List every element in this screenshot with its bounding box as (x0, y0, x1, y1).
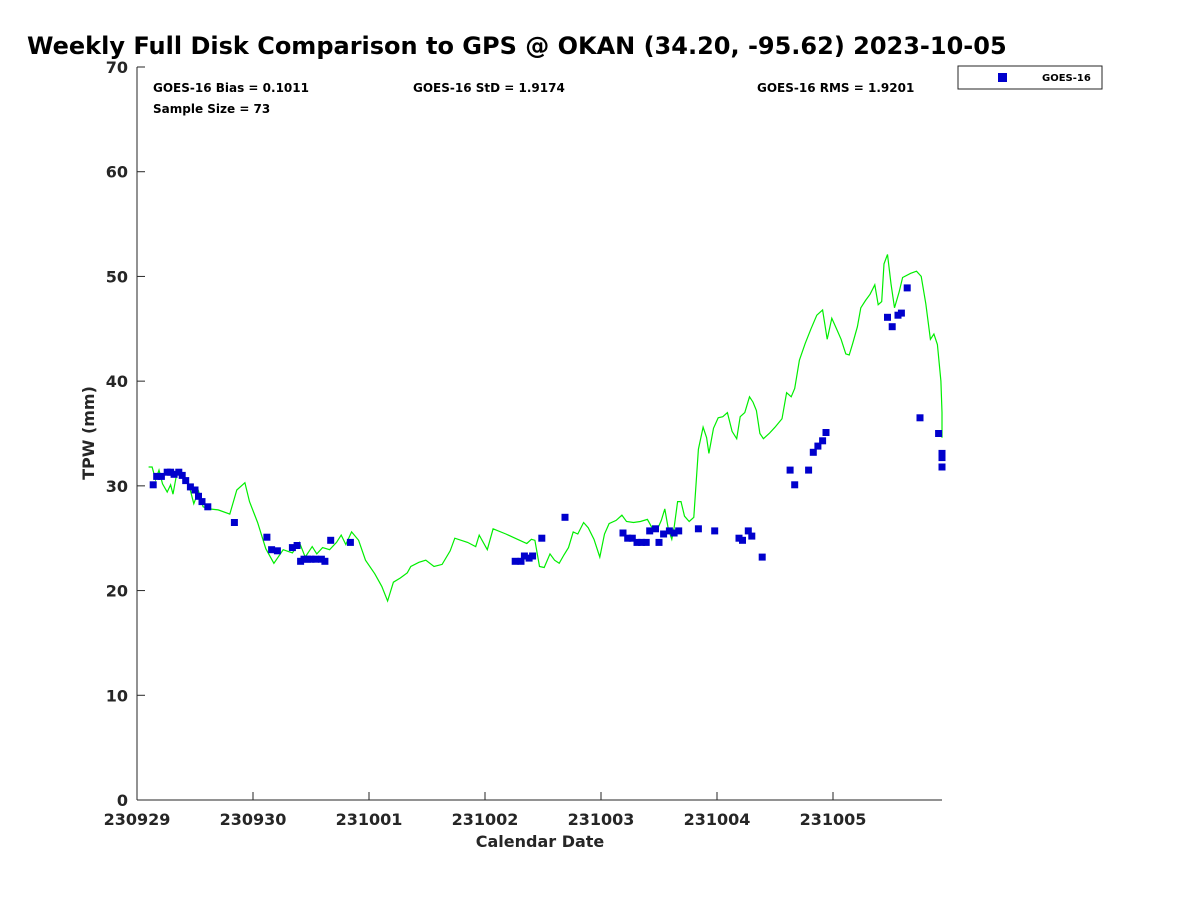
x-tick-label: 230929 (104, 810, 171, 829)
data-point-goes16 (916, 414, 924, 422)
data-point-goes16 (739, 536, 746, 544)
data-point-goes16 (204, 503, 212, 511)
data-point-goes16 (178, 471, 186, 479)
data-point-goes16 (628, 534, 636, 542)
data-point-goes16 (170, 470, 178, 478)
data-point-goes16 (938, 454, 946, 462)
legend: GOES-16 (957, 65, 1103, 90)
data-point-goes16 (288, 544, 296, 552)
data-point-goes16 (638, 538, 646, 546)
plot-lines (148, 254, 943, 603)
data-point-goes16 (935, 430, 943, 437)
data-point-goes16 (819, 437, 827, 445)
data-point-goes16 (619, 529, 627, 537)
data-point-goes16 (153, 472, 161, 480)
data-point-goes16 (529, 552, 537, 560)
data-point-goes16 (711, 527, 719, 535)
x-tick-label: 231004 (684, 810, 751, 829)
data-point-goes16 (157, 472, 165, 480)
x-tick-label: 231005 (800, 810, 867, 829)
legend-box (957, 65, 1103, 90)
y-tick-label: 60 (106, 163, 128, 182)
data-point-goes16 (273, 547, 281, 555)
data-point-goes16 (186, 483, 194, 491)
y-tick-label: 40 (106, 372, 128, 391)
data-point-goes16 (642, 538, 650, 546)
data-point-goes16 (321, 557, 329, 565)
data-point-goes16 (897, 309, 905, 317)
y-tick-label: 20 (106, 582, 128, 601)
rms-stat: GOES-16 RMS = 1.9201 (757, 81, 914, 95)
data-point-goes16 (149, 481, 157, 489)
data-point-goes16 (633, 538, 641, 546)
data-point-goes16 (268, 546, 276, 554)
y-axis-label: TPW (mm) (79, 386, 98, 480)
series-line-gps (148, 254, 943, 603)
data-point-goes16 (195, 492, 202, 500)
x-axis-ticks: 230929 230930 231001 231002 231003 231004 2310… (104, 792, 867, 829)
data-point-goes16 (263, 533, 271, 541)
data-point-goes16 (624, 534, 632, 542)
bias-stat: GOES-16 Bias = 0.1011 (153, 81, 309, 95)
y-axis-ticks: 0 10 20 30 40 50 60 70 (106, 58, 145, 810)
data-point-goes16 (307, 555, 315, 563)
data-point-goes16 (652, 525, 659, 533)
data-point-goes16 (561, 513, 569, 521)
legend-marker-square (998, 73, 1007, 82)
data-point-goes16 (646, 527, 654, 535)
data-point-goes16 (511, 557, 519, 565)
plot-points (149, 284, 946, 565)
y-tick-label: 50 (106, 267, 128, 286)
data-point-goes16 (665, 527, 673, 535)
data-point-goes16 (822, 429, 830, 436)
y-tick-label: 0 (117, 791, 128, 810)
data-point-goes16 (670, 529, 678, 537)
x-tick-label: 231002 (452, 810, 519, 829)
data-point-goes16 (884, 313, 891, 321)
data-point-goes16 (198, 498, 206, 506)
data-point-goes16 (182, 477, 190, 485)
data-point-goes16 (660, 530, 668, 538)
data-point-goes16 (758, 553, 766, 561)
sample-size-stat: Sample Size = 73 (153, 102, 270, 116)
data-point-goes16 (938, 463, 946, 471)
data-point-goes16 (809, 448, 817, 456)
data-point-goes16 (786, 466, 794, 474)
data-point-goes16 (675, 527, 683, 535)
data-point-goes16 (293, 542, 301, 549)
data-point-goes16 (938, 449, 946, 457)
std-stat: GOES-16 StD = 1.9174 (413, 81, 565, 95)
y-tick-label: 30 (106, 477, 128, 496)
data-point-goes16 (805, 466, 813, 474)
data-point-goes16 (517, 557, 525, 565)
data-point-goes16 (520, 552, 528, 560)
y-tick-label: 10 (106, 686, 128, 705)
data-point-goes16 (346, 538, 354, 546)
data-point-goes16 (694, 525, 702, 533)
data-point-goes16 (744, 527, 752, 535)
data-point-goes16 (888, 323, 896, 331)
y-tick-label: 70 (106, 58, 128, 77)
legend-label-goes16: GOES-16 (1042, 73, 1091, 84)
data-point-goes16 (327, 536, 335, 544)
data-point-goes16 (814, 442, 822, 450)
data-point-goes16 (230, 519, 238, 526)
data-point-goes16 (312, 555, 320, 563)
chart-title: Weekly Full Disk Comparison to GPS @ OKA… (27, 32, 1007, 60)
x-tick-label: 231001 (336, 810, 403, 829)
data-point-goes16 (903, 284, 911, 292)
data-point-goes16 (655, 538, 663, 546)
x-axis-label: Calendar Date (476, 832, 605, 851)
data-point-goes16 (191, 486, 199, 494)
data-point-goes16 (748, 532, 756, 540)
x-tick-label: 230930 (220, 810, 287, 829)
data-point-goes16 (538, 534, 546, 542)
x-tick-label: 231003 (568, 810, 635, 829)
data-point-goes16 (791, 481, 799, 489)
